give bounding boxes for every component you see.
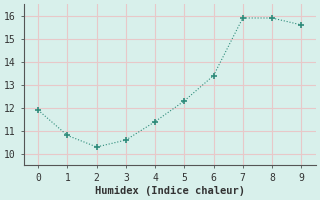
X-axis label: Humidex (Indice chaleur): Humidex (Indice chaleur) (95, 186, 245, 196)
